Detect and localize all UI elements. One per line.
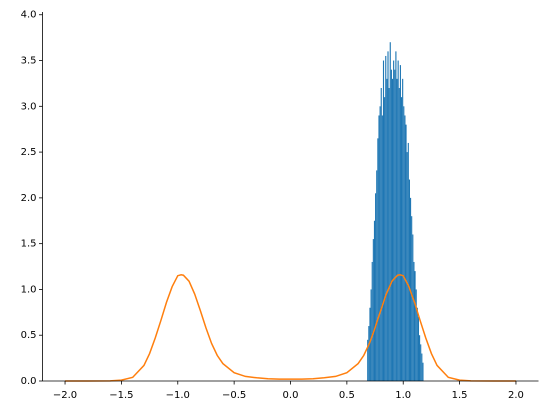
x-tick-label: 1.0 [395,390,411,401]
histogram-bar [404,115,406,382]
x-tick-label: −1.5 [109,390,133,401]
histogram-bar [395,51,397,382]
histogram-bar [400,97,403,382]
histogram-bar [377,138,379,381]
histogram-bar [412,234,414,381]
histogram-bar [385,55,387,381]
histogram-bar [389,42,391,381]
histogram-bar [370,289,372,381]
histogram-bar [373,220,376,381]
y-tick-label: 2.5 [21,147,37,158]
histogram-bar [403,106,405,381]
histogram-bar [408,179,410,381]
histogram-bar [368,326,370,381]
density-line [65,274,516,382]
x-tick-label: −0.5 [222,390,246,401]
histogram-bar [406,152,408,381]
histogram-bar [413,261,415,381]
histogram-bar [422,362,424,381]
y-tick-label: 3.0 [21,101,37,112]
histogram-bar [415,289,417,381]
x-tick-label: −1.0 [166,390,190,401]
histogram-bar [420,344,422,381]
histogram-bar [402,78,404,382]
y-tick-label: 3.5 [21,56,37,67]
histogram-bar [384,97,386,382]
histogram-bar [391,78,394,382]
histogram-bar [416,307,418,381]
histogram-bar [394,69,396,381]
histogram-bar [411,216,413,381]
histogram-bar [405,124,407,381]
histogram-bar [382,60,385,382]
histogram-bar [380,87,382,381]
x-tick-label: 1.5 [452,390,468,401]
y-tick-label: 0.0 [21,376,37,387]
histogram-bar [421,353,423,381]
histogram-bar [381,115,383,382]
histogram-bar [386,78,388,382]
histogram-bar [369,307,371,381]
histogram-bar [393,60,395,382]
histogram-bar [372,239,374,381]
x-tick-label: 0.5 [339,390,355,401]
histogram-bar [398,87,400,381]
histogram-bar [371,261,373,381]
histogram-bar [376,170,378,381]
histogram-bar [407,142,409,381]
y-tick-label: 0.5 [21,330,37,341]
histogram-bar [399,65,401,382]
histogram-bar [367,339,369,381]
x-tick-label: 2.0 [508,390,524,401]
histogram-bar [397,60,399,382]
histogram-bar [387,51,389,382]
histogram-bar [417,316,420,381]
y-tick-label: 1.0 [21,284,37,295]
histogram-bar [414,271,416,381]
y-tick-label: 1.5 [21,239,37,250]
histogram-bar [375,193,377,381]
x-tick-label: −2.0 [53,390,77,401]
y-tick-label: 4.0 [21,10,37,21]
histogram-bar [396,78,398,382]
histogram-bar [388,87,390,381]
y-tick-label: 2.0 [21,193,37,204]
histogram-bar [419,335,421,381]
x-tick-label: 0.0 [283,390,299,401]
histogram-bar [390,69,392,381]
histogram-bar [379,106,381,381]
histogram-bar [378,115,380,382]
